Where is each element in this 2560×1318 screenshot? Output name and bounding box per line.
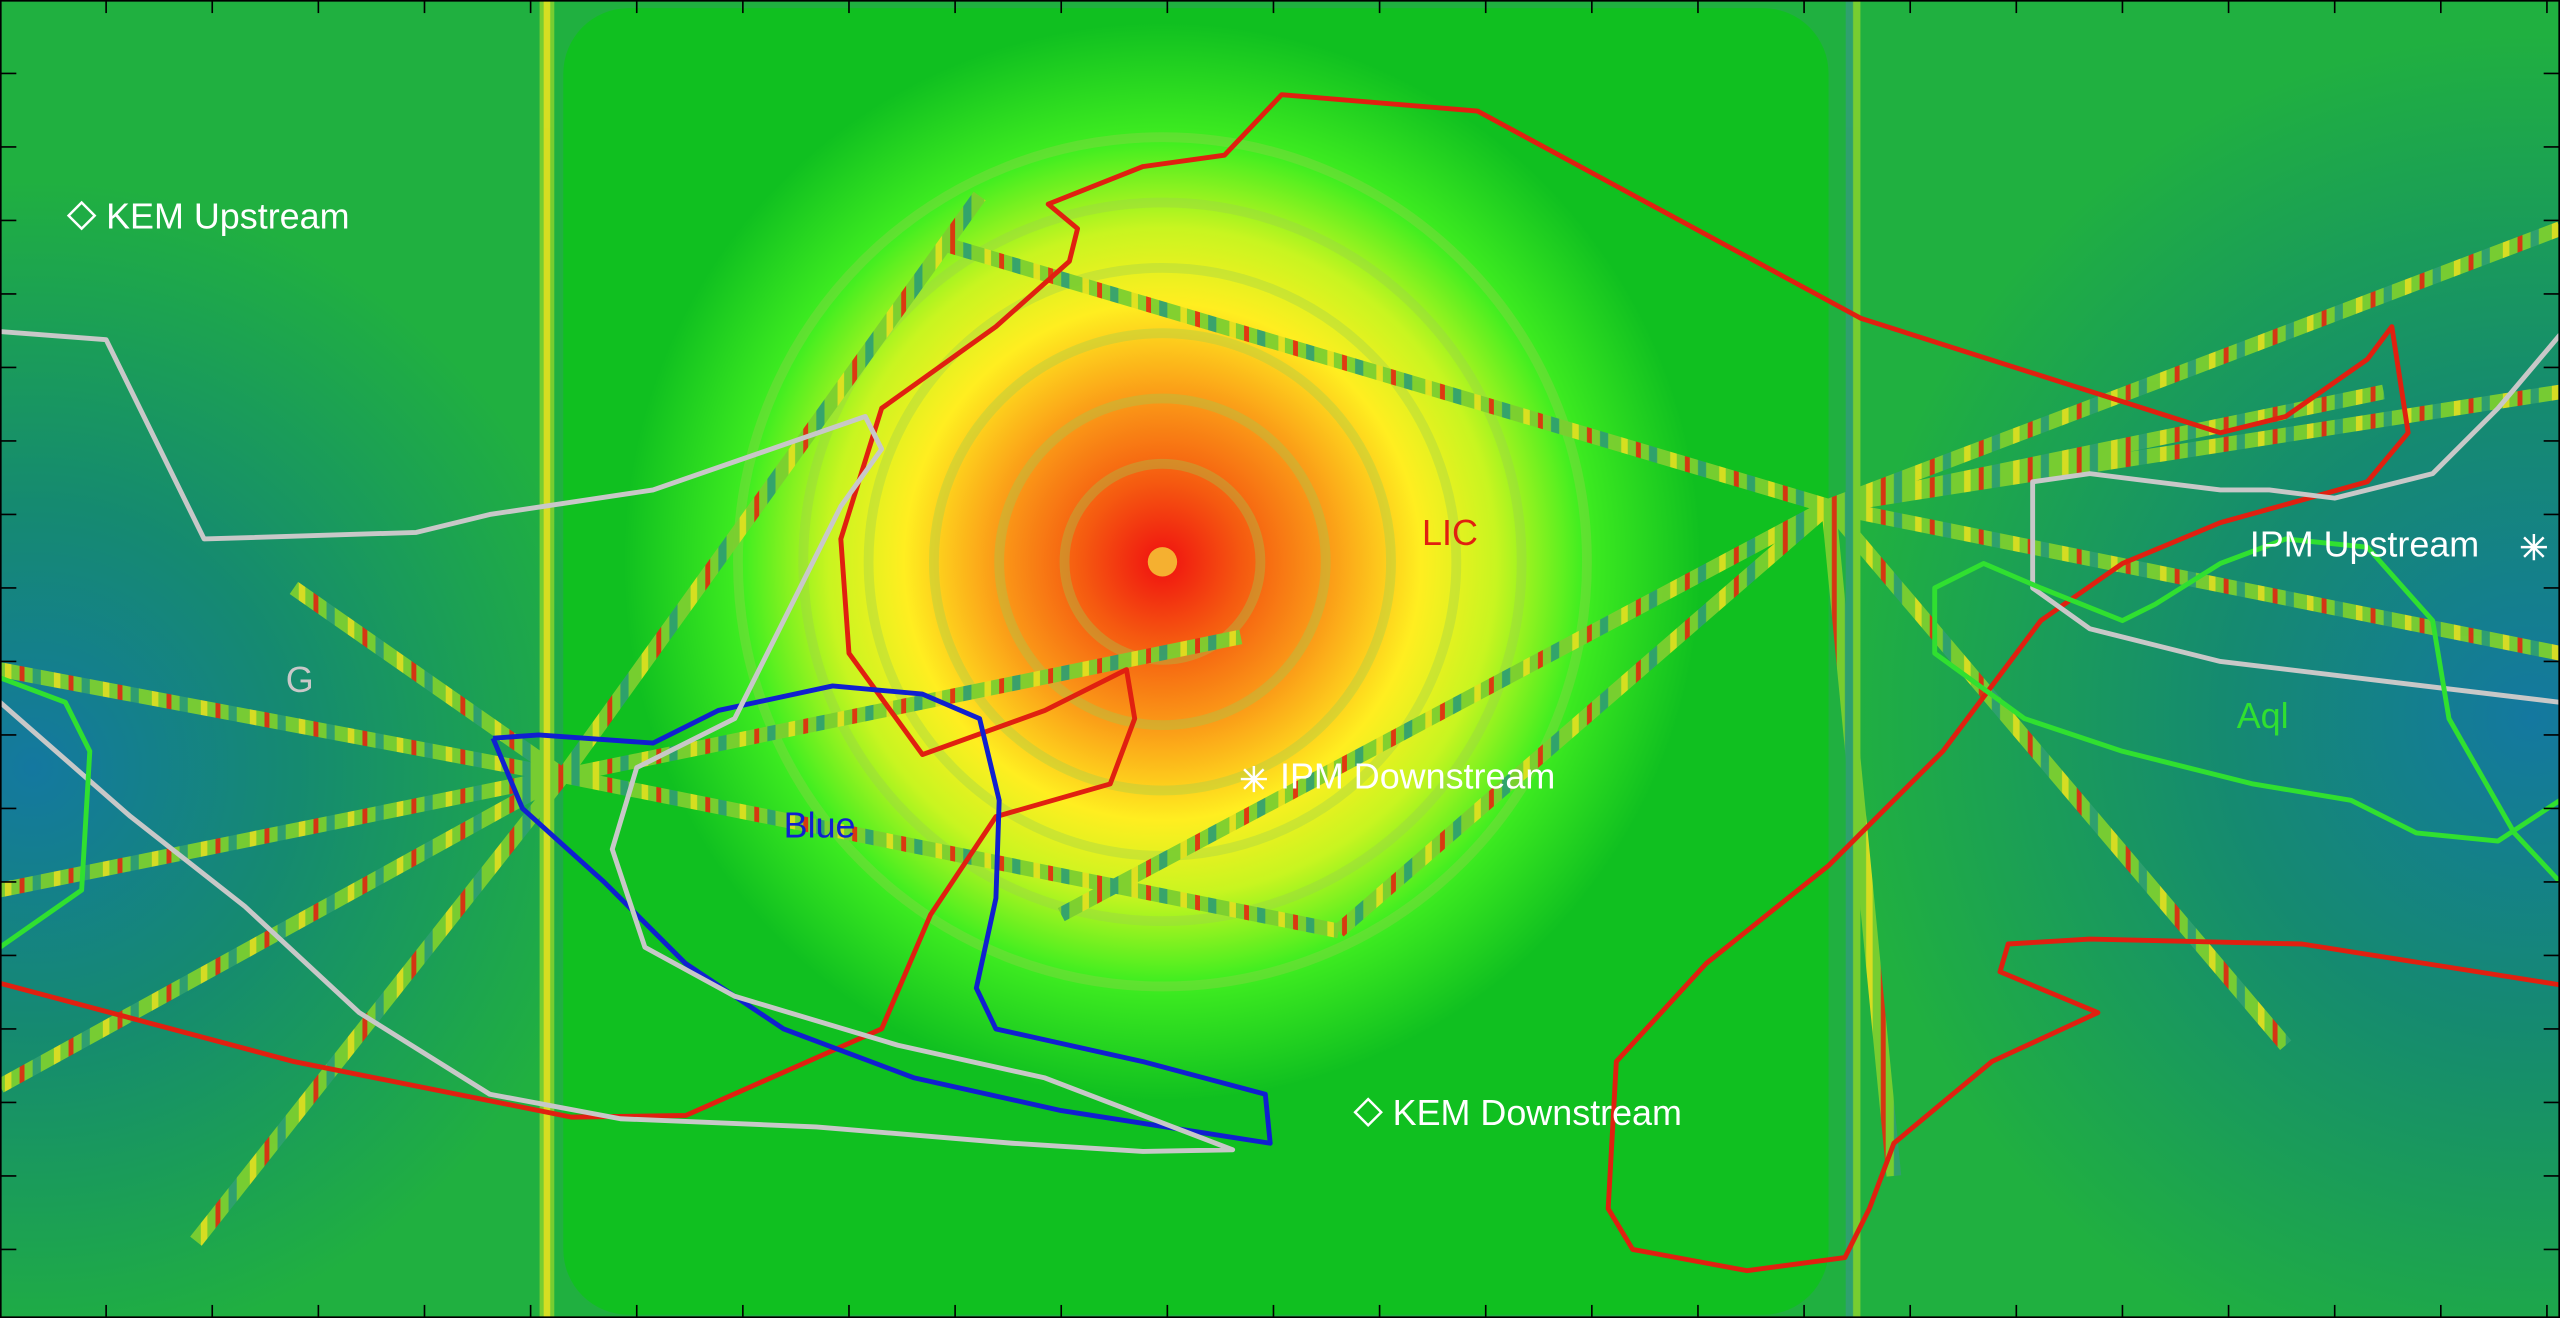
aql-label: Aql <box>2237 695 2289 736</box>
blue-label: Blue <box>784 805 856 846</box>
kem-upstream-label: KEM Upstream <box>106 195 349 236</box>
g-label: G <box>286 659 314 700</box>
kem-downstream-label: KEM Downstream <box>1393 1092 1682 1133</box>
ipm-upstream-label: IPM Upstream <box>2250 524 2479 565</box>
markers <box>66 200 2547 1128</box>
boundaries <box>0 92 2560 1274</box>
lic-label: LIC <box>1422 512 1478 553</box>
labels: KEM Upstream IPM Upstream IPM Downstream… <box>106 195 2479 1133</box>
ipm-downstream-label: IPM Downstream <box>1280 756 1555 797</box>
sun-center <box>1147 547 1178 577</box>
